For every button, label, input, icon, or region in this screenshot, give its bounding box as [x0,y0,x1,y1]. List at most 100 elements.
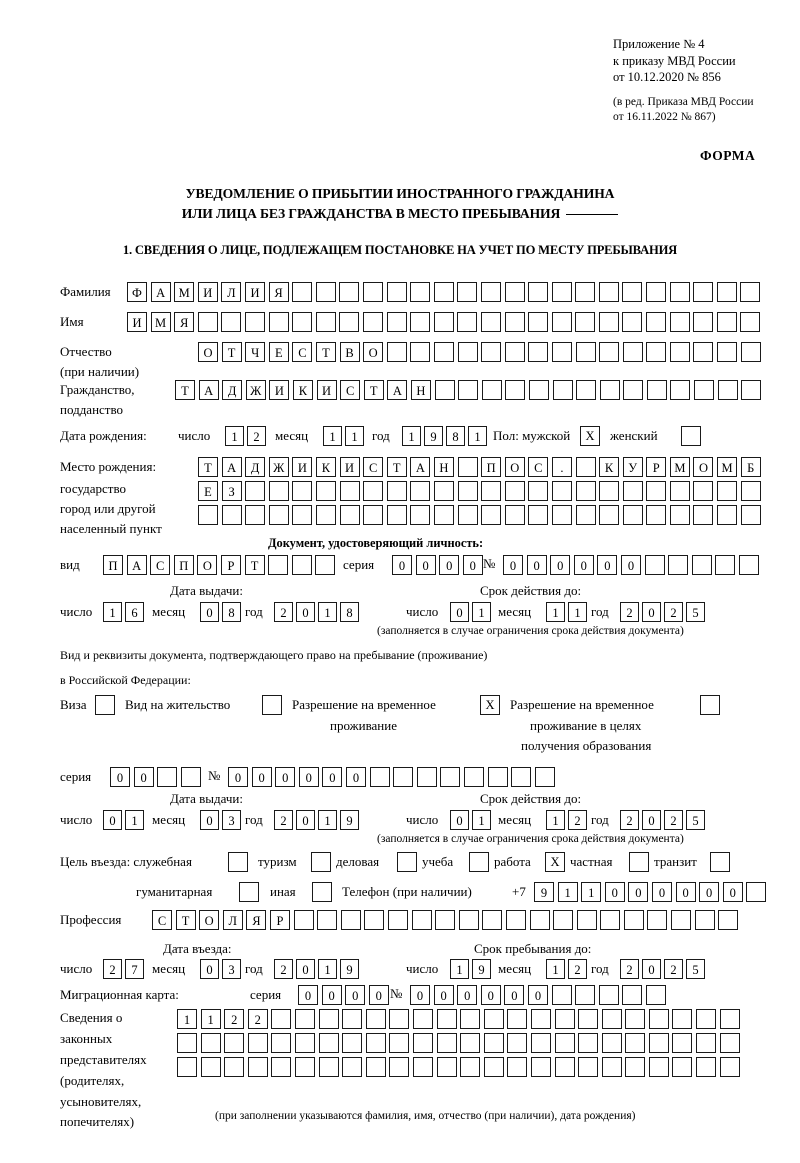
permit-number-cell[interactable] [393,767,414,787]
birth-day-cell[interactable]: 1 [225,426,244,446]
patronymic-cell[interactable]: Т [221,342,242,362]
mcard-number-cell[interactable] [551,985,572,1005]
profession-cell[interactable] [458,910,479,930]
permit-valid-month-cell[interactable]: 1 [546,810,565,830]
birthplace-3-cell[interactable] [481,505,502,525]
surname-cell[interactable] [622,282,643,302]
reps-2-cell[interactable] [554,1033,575,1053]
profession-cell[interactable] [576,910,597,930]
birthplace-2-cell[interactable] [481,481,502,501]
reps-3-cell[interactable] [672,1057,693,1077]
reps-2-cell[interactable] [719,1033,740,1053]
purpose-study-checkbox[interactable] [469,852,489,872]
birthplace-3-cell[interactable] [504,505,525,525]
issue-month-cell[interactable]: 8 [222,602,241,622]
birthplace-2-cell[interactable] [622,481,643,501]
patronymic-cell[interactable] [599,342,620,362]
purpose-other-checkbox[interactable] [312,882,332,902]
reps-3-cell[interactable] [648,1057,669,1077]
surname-cell[interactable] [693,282,714,302]
citizenship-cell[interactable]: А [387,380,408,400]
mcard-number-cell[interactable] [598,985,619,1005]
reps-2-cell[interactable] [200,1033,221,1053]
birth-month-cell[interactable]: 1 [323,426,342,446]
reps-1-cell[interactable] [365,1009,386,1029]
reps-3-cell[interactable] [460,1057,481,1077]
birthplace-1-cell[interactable]: Т [198,457,218,477]
patronymic-cell[interactable] [457,342,478,362]
name-cell[interactable] [669,312,690,332]
permit-valid-year-cell[interactable]: 2 [620,810,639,830]
profession-cell[interactable] [317,910,338,930]
profession-cell[interactable] [718,910,739,930]
reps-1-cell[interactable] [601,1009,622,1029]
reps-3-cell[interactable] [247,1057,268,1077]
mcard-number-cell[interactable]: 0 [457,985,478,1005]
permit-valid-year-cell[interactable]: 5 [686,810,705,830]
phone-cell[interactable]: 0 [651,882,672,902]
reps-3-cell[interactable] [719,1057,740,1077]
reps-3-cell[interactable] [530,1057,551,1077]
surname-cell[interactable] [480,282,501,302]
reps-2-cell[interactable] [648,1033,669,1053]
birthplace-3-cell[interactable] [575,505,596,525]
reps-2-cell[interactable] [177,1033,197,1053]
reps-1-cell[interactable] [294,1009,315,1029]
birthplace-2-cell[interactable] [669,481,690,501]
profession-cell[interactable]: Я [246,910,267,930]
name-cell[interactable] [433,312,454,332]
stay-year-cell[interactable]: 2 [664,959,683,979]
entry-month-cell[interactable]: 3 [222,959,241,979]
permit-number-cell[interactable]: 0 [298,767,319,787]
birthplace-3-cell[interactable] [646,505,667,525]
phone-cell[interactable] [746,882,767,902]
name-cell[interactable] [551,312,572,332]
citizenship-cell[interactable]: С [340,380,361,400]
reps-2-cell[interactable] [389,1033,410,1053]
doc-kind-cell[interactable]: П [173,555,194,575]
entry-day-cell[interactable]: 2 [103,959,122,979]
sex-female-checkbox[interactable] [681,426,701,446]
birthplace-1-cell[interactable]: У [622,457,643,477]
citizenship-cell[interactable] [623,380,644,400]
reps-3-cell[interactable] [601,1057,622,1077]
representatives-row-3-cells[interactable] [177,1057,740,1077]
birthplace-3-cell[interactable] [386,505,407,525]
birthplace-1-cell[interactable]: К [315,457,336,477]
entry-year-cell[interactable]: 2 [274,959,293,979]
issue-month-cell[interactable]: 0 [200,602,219,622]
patronymic-cell[interactable]: О [363,342,384,362]
birthplace-3-cell[interactable] [528,505,549,525]
phone-cell[interactable]: 0 [628,882,649,902]
surname-cell[interactable] [386,282,407,302]
birthplace-2-cell[interactable] [315,481,336,501]
reps-1-cell[interactable]: 2 [224,1009,245,1029]
name-cell[interactable] [339,312,360,332]
reps-3-cell[interactable] [294,1057,315,1077]
birthplace-3-cell[interactable] [198,505,218,525]
birthplace-1-cell[interactable]: П [481,457,502,477]
name-cell[interactable]: Я [174,312,195,332]
name-cell[interactable] [480,312,501,332]
permit-number-cell[interactable] [511,767,532,787]
doc-number-cell[interactable] [644,555,665,575]
sex-male-checkbox[interactable]: X [580,426,600,446]
doc-number-cell[interactable]: 0 [503,555,523,575]
name-cell[interactable] [598,312,619,332]
reps-1-cell[interactable] [719,1009,740,1029]
temp-residence-checkbox[interactable]: X [480,695,500,715]
profession-cell[interactable]: С [152,910,172,930]
citizenship-cell[interactable] [481,380,502,400]
citizenship-cell[interactable] [505,380,526,400]
stay-year-cell[interactable]: 5 [686,959,705,979]
reps-2-cell[interactable] [672,1033,693,1053]
